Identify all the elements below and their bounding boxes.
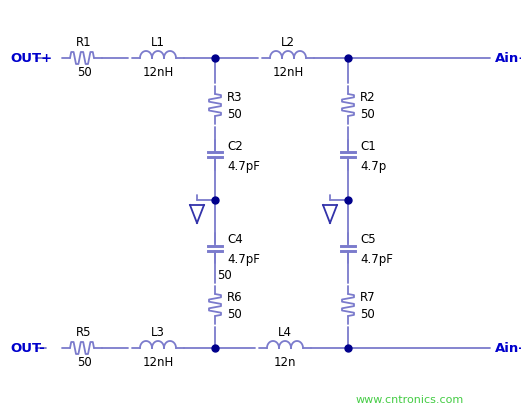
Text: 4.7p: 4.7p bbox=[360, 159, 386, 173]
Text: R7: R7 bbox=[360, 290, 376, 303]
Text: Ain-: Ain- bbox=[495, 342, 521, 354]
Text: 12n: 12n bbox=[274, 356, 296, 369]
Text: 50: 50 bbox=[227, 107, 242, 120]
Text: R3: R3 bbox=[227, 90, 242, 103]
Text: C5: C5 bbox=[360, 232, 376, 246]
Text: 50: 50 bbox=[227, 308, 242, 320]
Text: 50: 50 bbox=[360, 107, 375, 120]
Text: 4.7pF: 4.7pF bbox=[360, 252, 393, 266]
Text: L1: L1 bbox=[151, 36, 165, 49]
Text: OUT+: OUT+ bbox=[10, 51, 52, 64]
Text: 50: 50 bbox=[77, 356, 91, 369]
Text: 50: 50 bbox=[360, 308, 375, 320]
Text: R2: R2 bbox=[360, 90, 376, 103]
Text: Ain+: Ain+ bbox=[495, 51, 521, 64]
Text: www.cntronics.com: www.cntronics.com bbox=[356, 395, 464, 405]
Text: C2: C2 bbox=[227, 139, 243, 152]
Text: 50: 50 bbox=[217, 269, 232, 281]
Text: C4: C4 bbox=[227, 232, 243, 246]
Text: R1: R1 bbox=[76, 36, 92, 49]
Text: R6: R6 bbox=[227, 290, 243, 303]
Text: 12nH: 12nH bbox=[142, 356, 173, 369]
Text: C1: C1 bbox=[360, 139, 376, 152]
Text: R5: R5 bbox=[76, 325, 92, 339]
Text: 4.7pF: 4.7pF bbox=[227, 252, 260, 266]
Text: OUT-: OUT- bbox=[10, 342, 45, 354]
Text: 12nH: 12nH bbox=[272, 66, 304, 78]
Text: L2: L2 bbox=[281, 36, 295, 49]
Text: 50: 50 bbox=[77, 66, 91, 78]
Text: 12nH: 12nH bbox=[142, 66, 173, 78]
Text: L4: L4 bbox=[278, 325, 292, 339]
Text: L3: L3 bbox=[151, 325, 165, 339]
Text: 4.7pF: 4.7pF bbox=[227, 159, 260, 173]
